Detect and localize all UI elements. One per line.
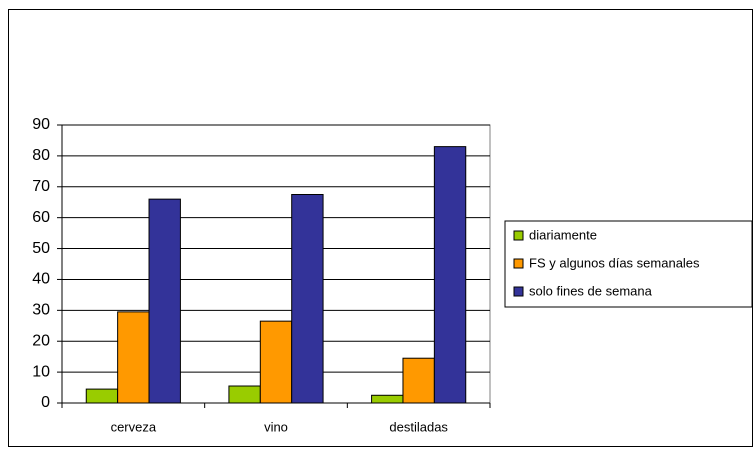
y-tick-label: 40	[32, 271, 50, 288]
bar	[228, 385, 261, 404]
y-tick-label: 30	[32, 302, 50, 319]
bar	[371, 394, 404, 404]
bar	[259, 320, 293, 404]
bar	[433, 146, 467, 404]
legend-label: diariamente	[529, 227, 597, 242]
y-tick-label: 0	[41, 394, 50, 411]
y-tick-label: 70	[32, 178, 50, 195]
legend-label: FS y algunos días semanales	[529, 255, 700, 270]
legend-swatch	[513, 258, 524, 269]
x-tick-label: cerveza	[111, 419, 157, 434]
bar	[291, 194, 324, 404]
y-tick-label: 90	[32, 116, 50, 133]
legend-swatch	[513, 286, 524, 297]
bar	[148, 198, 181, 404]
bar	[85, 388, 119, 404]
legend-label: solo fines de semana	[529, 283, 653, 298]
bar	[117, 311, 150, 404]
y-tick-label: 50	[32, 240, 50, 257]
y-tick-label: 80	[32, 147, 50, 164]
y-tick-label: 10	[32, 363, 50, 380]
legend-swatch	[513, 230, 524, 241]
bar	[402, 357, 435, 404]
x-tick-label: vino	[264, 419, 288, 434]
x-tick-label: destiladas	[389, 419, 448, 434]
y-tick-label: 60	[32, 209, 50, 226]
legend-box	[504, 220, 753, 308]
y-tick-label: 20	[32, 332, 50, 349]
